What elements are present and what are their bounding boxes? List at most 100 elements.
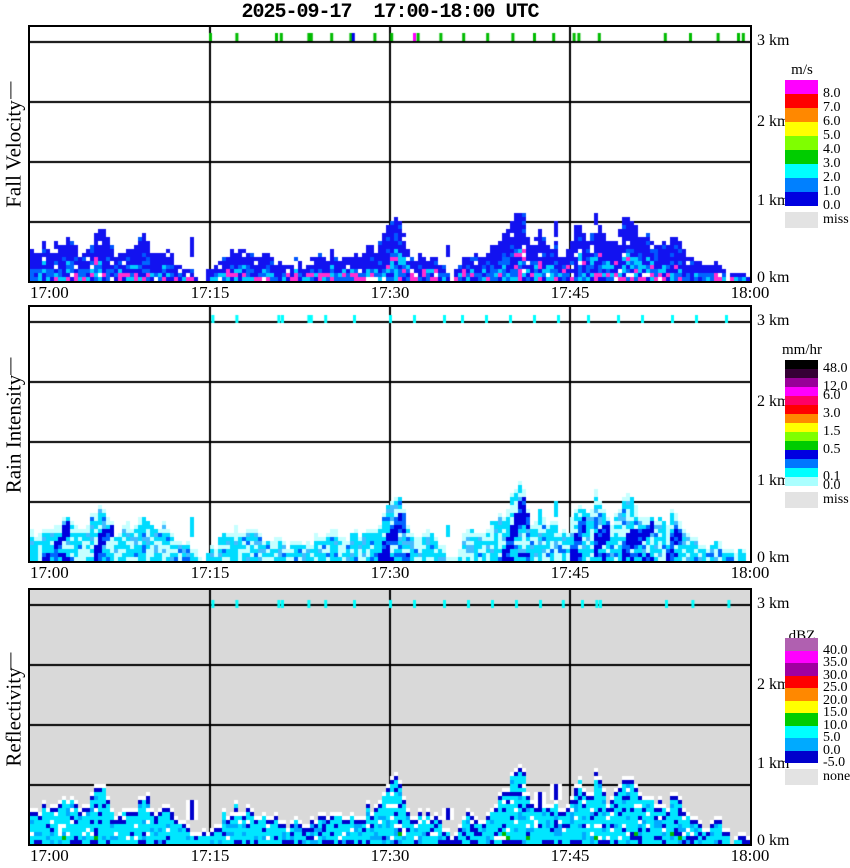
- colorbar-label: 1.5: [823, 424, 841, 439]
- colorbar-label: 20.0: [823, 692, 848, 708]
- colorbar-label: 4.0: [823, 142, 841, 157]
- colorbar-block: [785, 108, 818, 122]
- colorbar-block: [785, 150, 818, 164]
- time-tick-1700: 17:00: [30, 563, 69, 582]
- colorbar-block: [785, 396, 818, 405]
- time-tick-1800: 18:00: [730, 846, 770, 865]
- height-label-2km: 2 km: [757, 676, 790, 693]
- colorbar-miss-block: [785, 492, 818, 508]
- height-label-1km: 1 km: [757, 192, 790, 209]
- time-tick-1745: 17:45: [550, 846, 590, 865]
- colorbar-block: [785, 94, 818, 108]
- colorbar-miss-label: none: [823, 769, 850, 784]
- colorbar-block: [785, 360, 818, 369]
- colorbar-block: [785, 164, 818, 178]
- colorbar-block: [785, 369, 818, 378]
- colorbar-miss-label: miss: [823, 492, 849, 507]
- time-tick-1730: 17:30: [370, 846, 410, 865]
- height-label-3km: 3 km: [757, 32, 790, 49]
- colorbar-label: 5.0: [823, 128, 841, 143]
- colorbar-label: 3.0: [823, 406, 841, 421]
- rain-intensity-heatmap: [30, 307, 750, 561]
- panel-fall-velocity: Fall Velocity | 3 km 2 km 1 km 0 km 17:0…: [0, 25, 850, 327]
- time-tick-1715: 17:15: [190, 283, 230, 302]
- y-axis-title-reflectivity: Reflectivity: [1, 667, 26, 767]
- colorbar-block: [785, 450, 818, 459]
- colorbar-label: 15.0: [823, 705, 848, 720]
- time-tick-1745: 17:45: [550, 563, 590, 582]
- colorbar-label: -5.0: [823, 755, 846, 770]
- colorbar-block: [785, 441, 818, 450]
- colorbar-miss-block: [785, 769, 818, 785]
- height-label-2km: 2 km: [757, 393, 790, 410]
- colorbar-label: 12.0: [823, 379, 848, 394]
- colorbar-block: [785, 688, 818, 701]
- colorbar-block: [785, 122, 818, 136]
- time-tick-1800: 18:00: [730, 283, 770, 302]
- colorbar-label: 0.0: [823, 198, 841, 213]
- height-label-3km: 3 km: [757, 312, 790, 329]
- colorbar-block: [785, 405, 818, 414]
- colorbar-label: 40.0: [823, 642, 848, 658]
- colorbar-label: 6.0: [823, 114, 841, 129]
- colorbar-label: 1.0: [823, 184, 841, 199]
- colorbar-block: [785, 638, 818, 651]
- colorbar-block: [785, 738, 818, 751]
- axis-end-bar: |: [9, 79, 13, 100]
- colorbar-block: [785, 378, 818, 387]
- colorbar-block: [785, 387, 818, 396]
- colorbar-block: [785, 459, 818, 468]
- height-label-0km: 0 km: [757, 549, 790, 566]
- colorbar-block: [785, 80, 818, 94]
- height-label-0km: 0 km: [757, 269, 790, 286]
- colorbar-label: 0.0: [823, 742, 841, 758]
- colorbar-block: [785, 675, 818, 688]
- colorbar-block: [785, 477, 818, 486]
- colorbar-label: 5.0: [823, 730, 841, 745]
- colorbar-units-ms: m/s: [791, 62, 813, 78]
- y-axis-title-fall-velocity: Fall Velocity: [1, 100, 26, 208]
- time-tick-1700: 17:00: [30, 283, 69, 302]
- fall-velocity-heatmap: [30, 27, 750, 281]
- colorbar-label: 3.0: [823, 156, 841, 171]
- colorbar-label: 6.0: [823, 388, 841, 403]
- reflectivity-heatmap: [30, 590, 750, 844]
- height-label-3km: 3 km: [757, 595, 790, 612]
- colorbar-label: 0.5: [823, 442, 841, 457]
- time-tick-1800: 18:00: [730, 563, 770, 582]
- colorbar-block: [785, 423, 818, 432]
- colorbar-label: 10.0: [823, 717, 848, 733]
- colorbar-block: [785, 713, 818, 726]
- time-tick-1745: 17:45: [550, 283, 590, 302]
- colorbar-label: 35.0: [823, 655, 848, 670]
- colorbar-label: 2.0: [823, 170, 841, 185]
- axis-end-bar: |: [9, 650, 13, 671]
- time-tick-1715: 17:15: [190, 846, 230, 865]
- height-label-1km: 1 km: [757, 755, 790, 772]
- colorbar-label: 25.0: [823, 680, 848, 695]
- time-tick-1700: 17:00: [30, 846, 69, 865]
- colorbar-miss-block: [785, 212, 818, 228]
- colorbar-block: [785, 468, 818, 477]
- time-tick-1730: 17:30: [370, 563, 410, 582]
- panel-rain-intensity: Rain Intensity | 3 km 2 km 1 km 0 km 17:…: [0, 305, 850, 607]
- colorbar-miss-label: miss: [823, 212, 849, 227]
- colorbar-block: [785, 725, 818, 738]
- colorbar-block: [785, 750, 818, 763]
- colorbar-block: [785, 650, 818, 663]
- panel-reflectivity: Reflectivity | 3 km 2 km 1 km 0 km 17:00…: [0, 588, 850, 868]
- colorbar-units-mmhr: mm/hr: [782, 342, 822, 358]
- colorbar-block: [785, 136, 818, 150]
- colorbar-label: 0.0: [823, 478, 841, 493]
- colorbar-label: 0.1: [823, 469, 841, 484]
- colorbar-label: 48.0: [823, 361, 848, 376]
- colorbar-block: [785, 432, 818, 441]
- y-axis-title-rain-intensity: Rain Intensity: [1, 374, 26, 494]
- colorbar-label: 7.0: [823, 100, 841, 115]
- time-tick-1715: 17:15: [190, 563, 230, 582]
- plot-title: 2025-09-17 17:00-18:00 UTC: [241, 1, 539, 24]
- colorbar-block: [785, 192, 818, 206]
- colorbar-block: [785, 414, 818, 423]
- colorbar-block: [785, 178, 818, 192]
- colorbar-block: [785, 663, 818, 676]
